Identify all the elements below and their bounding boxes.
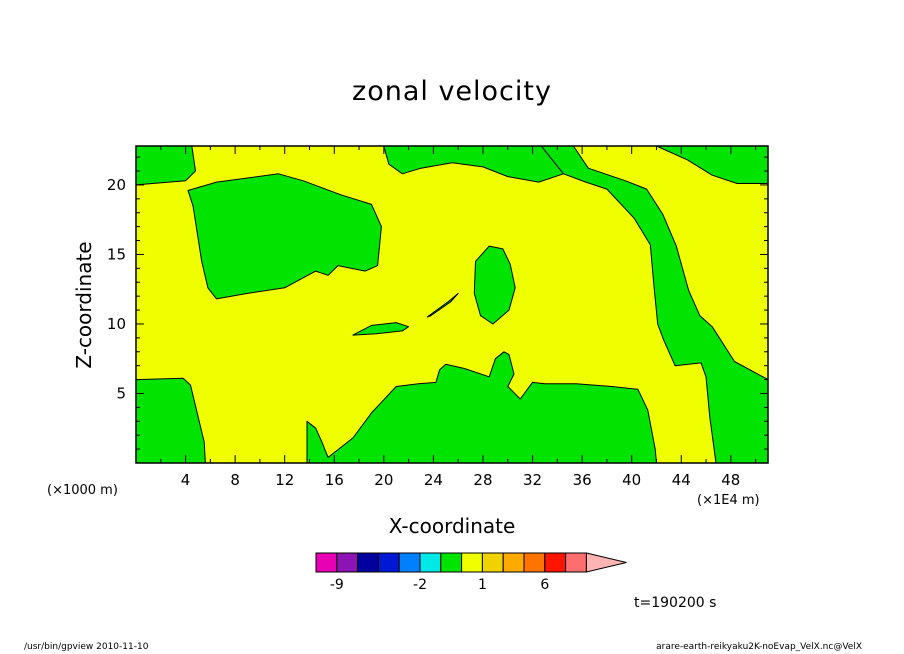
chart-title: zonal velocity: [352, 76, 552, 107]
x-tick-label: 32: [523, 471, 542, 489]
x-tick-label: 20: [374, 471, 393, 489]
x-unit-label-right: (×1E4 m): [697, 493, 760, 508]
x-tick-label: 16: [325, 471, 344, 489]
contour-region-1: [135, 145, 196, 186]
colorbar-box: [419, 552, 442, 573]
footer-file-variable: arare-earth-reikyaku2K-noEvap_VelX.nc@Ve…: [656, 642, 862, 652]
footer-program-date: /usr/bin/gpview 2010-11-10: [24, 642, 149, 652]
contour-region-8: [352, 322, 410, 336]
colorbar: -9 -2 1 6: [315, 552, 627, 593]
plot-frame: [135, 145, 769, 464]
colorbar-box: [565, 552, 587, 573]
y-tick-label: 10: [107, 315, 126, 333]
contour-region-7: [473, 245, 516, 325]
x-tick-label: 4: [181, 471, 191, 489]
plot-area: [135, 145, 769, 464]
colorbar-label: 1: [478, 577, 487, 593]
colorbar-label: -9: [330, 577, 344, 593]
y-tick-label: 15: [107, 245, 126, 263]
colorbar-label: 6: [540, 577, 549, 593]
colorbar-label: -2: [413, 577, 427, 593]
x-axis-label: X-coordinate: [388, 514, 516, 538]
colorbar-arrow-tip: [585, 552, 627, 573]
x-unit-label-left: (×1000 m): [47, 483, 118, 498]
x-tick-label: 28: [473, 471, 492, 489]
colorbar-box: [481, 552, 504, 573]
y-tick-label: 20: [107, 176, 126, 194]
x-tick-label: 48: [721, 471, 740, 489]
time-label: t=190200 s: [634, 595, 717, 611]
colorbar-box: [357, 552, 379, 573]
colorbar-box: [398, 552, 421, 573]
colorbar-box: [502, 552, 525, 573]
colorbar-box: [523, 552, 546, 573]
contour-region-10: [306, 351, 657, 464]
colorbar-box: [440, 552, 463, 573]
x-tick-label: 40: [622, 471, 641, 489]
x-tick-label: 36: [573, 471, 592, 489]
colorbar-box: [315, 552, 338, 573]
contour-region-2: [187, 173, 382, 300]
y-tick-label: 5: [116, 384, 126, 402]
x-tick-label: 44: [672, 471, 691, 489]
x-tick-label: 8: [230, 471, 240, 489]
colorbar-box: [461, 552, 483, 573]
colorbar-box: [336, 552, 359, 573]
colorbar-box: [377, 552, 400, 573]
x-tick-label: 24: [424, 471, 443, 489]
contour-region-9: [426, 292, 459, 318]
x-tick-label: 12: [275, 471, 294, 489]
colorbar-box: [544, 552, 567, 573]
